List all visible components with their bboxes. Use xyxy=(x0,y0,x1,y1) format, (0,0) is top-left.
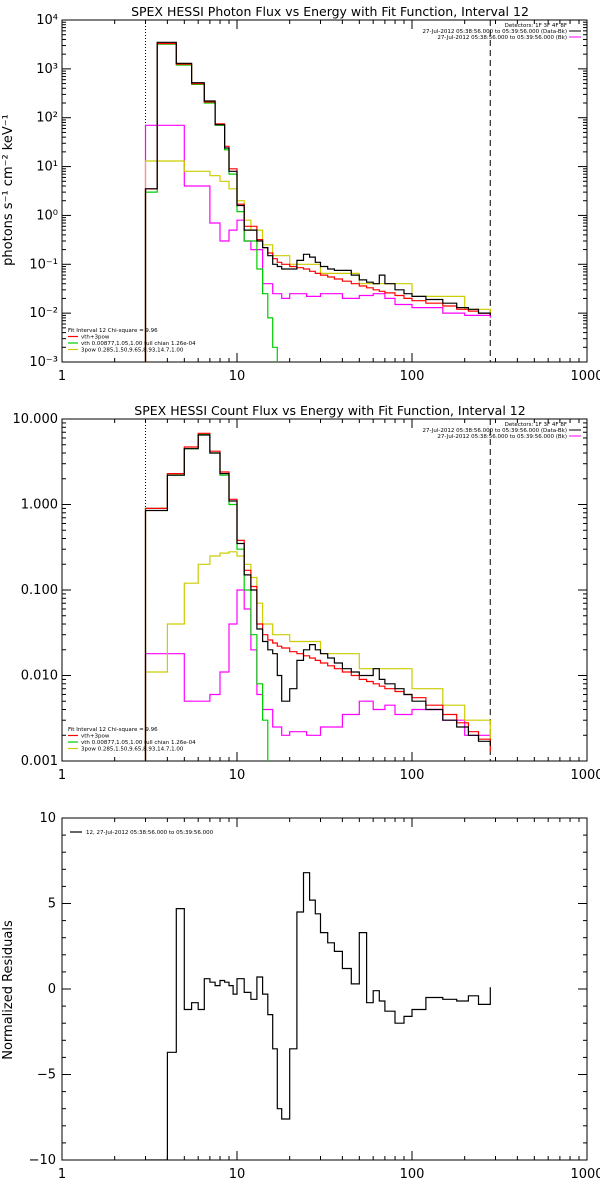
photon-y-tick-label: 10³ xyxy=(36,62,58,77)
count-header-line: 27-Jul-2012 05:38:56.000 to 05:39:56.000… xyxy=(437,434,567,440)
photon-y-tick-label: 10⁰ xyxy=(36,208,58,223)
count-y-tick-label: 1.000 xyxy=(21,498,58,513)
residuals-y-tick-label: 10 xyxy=(39,811,56,826)
count-y-tick-label: 0.100 xyxy=(21,583,58,598)
photon-legend-entry: vth 0.00877,1.05,1.00 full chian 1.26e-0… xyxy=(81,341,196,347)
photon-legend-entry: vth+3pow xyxy=(81,335,110,341)
count-x-tick-label: 1000 xyxy=(570,768,600,783)
residuals-x-tick-label: 100 xyxy=(400,1167,425,1182)
residuals-y-tick-label: 5 xyxy=(48,897,56,912)
residuals-legend-entry: 12, 27-Jul-2012 05:38:56.000 to 05:39:56… xyxy=(86,830,214,836)
photon-x-tick-label: 100 xyxy=(400,369,425,384)
count-legend-entry: vth+3pow xyxy=(81,734,110,740)
residuals-x-tick-label: 10 xyxy=(229,1167,246,1182)
residuals-x-tick-label: 1 xyxy=(58,1167,66,1182)
photon-y-tick-label: 10¹ xyxy=(36,160,58,175)
count-legend-entry: Fit Interval 12 Chi-square = 9.96 xyxy=(68,727,158,733)
count-y-tick-label: 10.000 xyxy=(13,412,59,427)
count-y-tick-label: 0.010 xyxy=(21,669,58,684)
count-legend-entry: 3pow 0.285,1.50,9.65,8.93,14.7,1.00 xyxy=(81,747,184,753)
photon-y-axis-label: photons s⁻¹ cm⁻² keV⁻¹ xyxy=(1,114,16,266)
count-x-tick-label: 10 xyxy=(229,768,246,783)
photon-header-line: 27-Jul-2012 05:38:56.000 to 05:39:56.000… xyxy=(437,35,567,41)
count-x-tick-label: 1 xyxy=(58,768,66,783)
photon-y-tick-label: 10² xyxy=(36,111,58,126)
count-y-tick-label: 0.001 xyxy=(21,754,58,769)
count-legend-entry: vth 0.00877,1.05,1.00 full chian 1.26e-0… xyxy=(81,740,196,746)
residuals-y-tick-label: −10 xyxy=(29,1153,56,1168)
photon-x-tick-label: 10 xyxy=(229,369,246,384)
photon-y-tick-label: 10⁻¹ xyxy=(29,257,58,272)
photon-y-tick-label: 10⁻² xyxy=(29,306,58,321)
residuals-y-tick-label: 0 xyxy=(48,982,56,997)
residuals-y-tick-label: −5 xyxy=(37,1068,56,1083)
photon-legend-entry: Fit Interval 12 Chi-square = 9.96 xyxy=(68,328,158,334)
photon-x-tick-label: 1 xyxy=(58,369,66,384)
count-chart-title: SPEX HESSI Count Flux vs Energy with Fit… xyxy=(134,403,525,418)
photon-y-tick-label: 10⁻³ xyxy=(29,355,58,370)
residuals-x-tick-label: 1000 xyxy=(570,1167,600,1182)
photon-chart-title: SPEX HESSI Photon Flux vs Energy with Fi… xyxy=(131,4,529,19)
residuals-y-axis-label: Normalized Residuals xyxy=(1,920,16,1060)
photon-legend-entry: 3pow 0.285,1.50,9.65,8.93,14.7,1.00 xyxy=(81,348,184,354)
count-x-tick-label: 100 xyxy=(400,768,425,783)
photon-y-tick-label: 10⁴ xyxy=(36,13,58,28)
photon-x-tick-label: 1000 xyxy=(570,369,600,384)
